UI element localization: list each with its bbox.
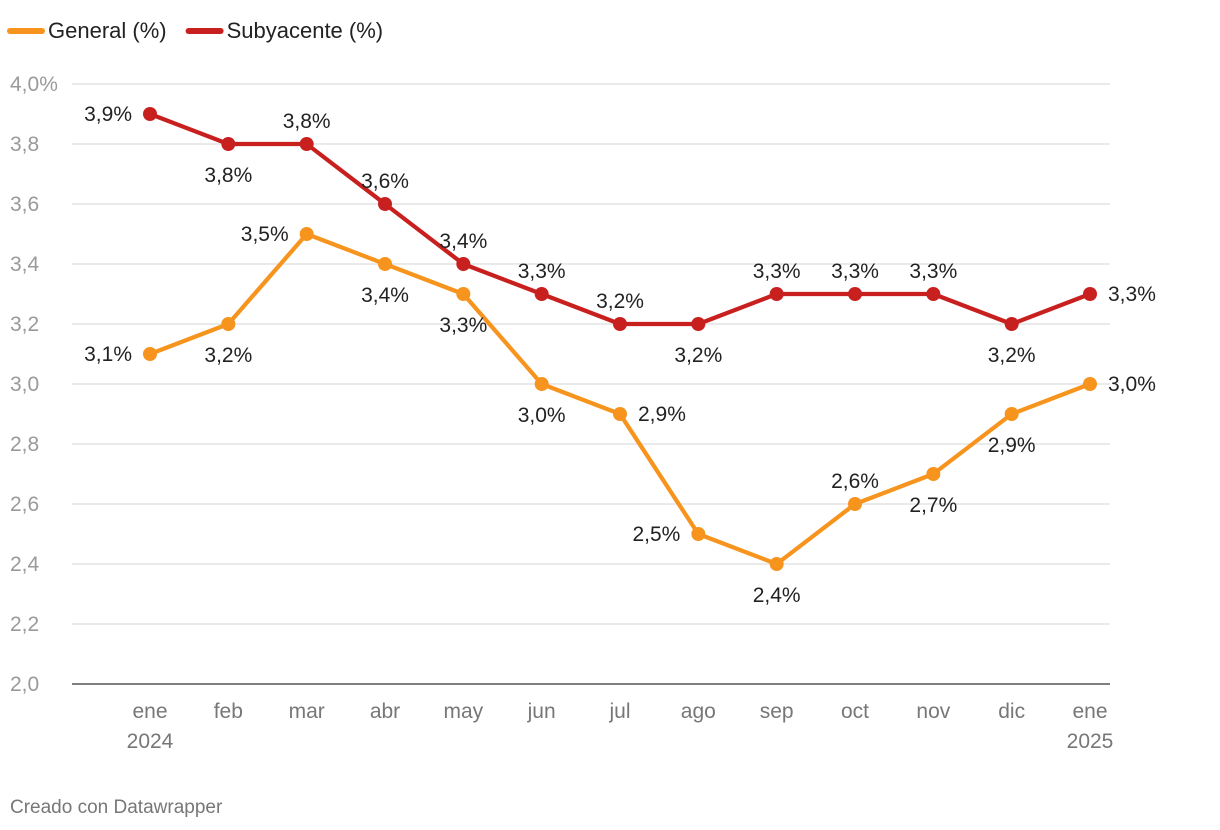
data-label-1-4: 3,4%	[439, 230, 487, 253]
data-label-1-12: 3,3%	[1108, 283, 1156, 306]
data-point-0-8	[769, 557, 784, 571]
data-label-0-4: 3,3%	[439, 314, 487, 337]
data-point-0-1	[221, 317, 236, 331]
data-point-0-12	[1083, 377, 1097, 391]
data-point-0-11	[1004, 407, 1019, 421]
data-label-1-11: 3,2%	[988, 344, 1036, 367]
series-points	[143, 107, 1097, 571]
y-tick-label: 3,8	[10, 133, 39, 156]
data-label-1-9: 3,3%	[831, 260, 879, 283]
legend: General (%) Subyacente (%)	[7, 18, 384, 43]
data-point-0-0	[143, 347, 157, 361]
data-label-1-2: 3,8%	[283, 110, 331, 133]
data-label-1-7: 3,2%	[674, 344, 722, 367]
data-point-1-0	[143, 107, 157, 121]
data-point-1-9	[848, 287, 862, 301]
data-point-1-1	[221, 137, 236, 151]
x-tick-label: ene	[132, 700, 167, 723]
data-point-1-12	[1083, 287, 1097, 301]
data-point-0-7	[691, 527, 706, 541]
data-label-1-1: 3,8%	[204, 164, 252, 187]
credit-text: Creado con Datawrapper	[10, 797, 223, 818]
data-point-1-5	[534, 287, 549, 301]
y-tick-label: 3,0	[10, 373, 39, 396]
data-label-1-10: 3,3%	[909, 260, 957, 283]
data-label-1-3: 3,6%	[361, 170, 409, 193]
data-label-1-8: 3,3%	[753, 260, 801, 283]
x-tick-label: jul	[608, 700, 630, 723]
data-point-1-6	[613, 317, 627, 331]
data-label-0-11: 2,9%	[988, 434, 1036, 457]
y-tick-label: 2,0	[10, 673, 39, 696]
data-label-0-6: 2,9%	[638, 403, 686, 426]
data-label-0-5: 3,0%	[518, 404, 566, 427]
data-point-1-7	[691, 317, 706, 331]
data-label-0-12: 3,0%	[1108, 373, 1156, 396]
data-point-1-8	[769, 287, 784, 301]
x-axis-ticks: ene 2024 feb mar abr may jun jul ago sep oct nov dic…	[127, 700, 1114, 753]
x-tick-year: 2024	[127, 730, 174, 753]
y-tick-label: 3,4	[10, 253, 40, 276]
data-label-0-8: 2,4%	[753, 584, 801, 607]
data-label-1-6: 3,2%	[596, 290, 644, 313]
y-axis-ticks: 2,0 2,2 2,4 2,6 2,8 3,0 3,2 3,4 3,6 3,8 4,0%	[10, 73, 58, 696]
data-point-1-3	[378, 197, 392, 211]
x-tick-label: sep	[760, 700, 794, 723]
data-point-0-10	[926, 467, 941, 481]
x-tick-year: 2025	[1067, 730, 1114, 753]
data-point-0-5	[534, 377, 549, 391]
data-point-1-2	[299, 137, 314, 151]
x-tick-label: abr	[370, 700, 400, 723]
x-tick-label: dic	[998, 700, 1025, 723]
y-tick-label: 2,6	[10, 493, 39, 516]
x-tick-label: feb	[214, 700, 243, 723]
data-label-1-0: 3,9%	[84, 103, 132, 126]
data-point-1-10	[926, 287, 941, 301]
data-label-0-7: 2,5%	[632, 523, 680, 546]
data-label-0-3: 3,4%	[361, 284, 409, 307]
data-label-0-1: 3,2%	[204, 344, 252, 367]
x-tick-label: may	[443, 700, 483, 723]
data-point-0-2	[299, 227, 314, 241]
data-point-0-4	[456, 287, 471, 301]
x-tick-label: ago	[681, 700, 716, 723]
x-tick-label: mar	[289, 700, 325, 723]
legend-label-1: Subyacente (%)	[227, 18, 384, 43]
data-label-1-5: 3,3%	[518, 260, 566, 283]
y-tick-label: 3,6	[10, 193, 39, 216]
data-point-1-4	[456, 257, 471, 271]
data-point-0-9	[848, 497, 862, 511]
legend-label-0: General (%)	[48, 18, 167, 43]
data-point-0-3	[378, 257, 392, 271]
x-tick-label: nov	[916, 700, 950, 723]
data-point-1-11	[1004, 317, 1019, 331]
data-label-0-0: 3,1%	[84, 343, 132, 366]
y-tick-label: 3,2	[10, 313, 39, 336]
x-tick-label: jun	[527, 700, 556, 723]
data-label-0-2: 3,5%	[241, 223, 289, 246]
y-tick-label: 2,4	[10, 553, 40, 576]
data-point-0-6	[613, 407, 627, 421]
data-labels: 3,1% 3,2% 3,5% 3,4% 3,3% 3,0% 2,9% 2,5% 2,4% 2,6%…	[84, 103, 1156, 607]
x-tick-label: ene	[1072, 700, 1107, 723]
data-label-0-10: 2,7%	[909, 494, 957, 517]
y-tick-label: 2,2	[10, 613, 39, 636]
y-tick-label: 4,0%	[10, 73, 58, 96]
x-tick-label: oct	[841, 700, 869, 723]
y-tick-label: 2,8	[10, 433, 39, 456]
data-label-0-9: 2,6%	[831, 470, 879, 493]
